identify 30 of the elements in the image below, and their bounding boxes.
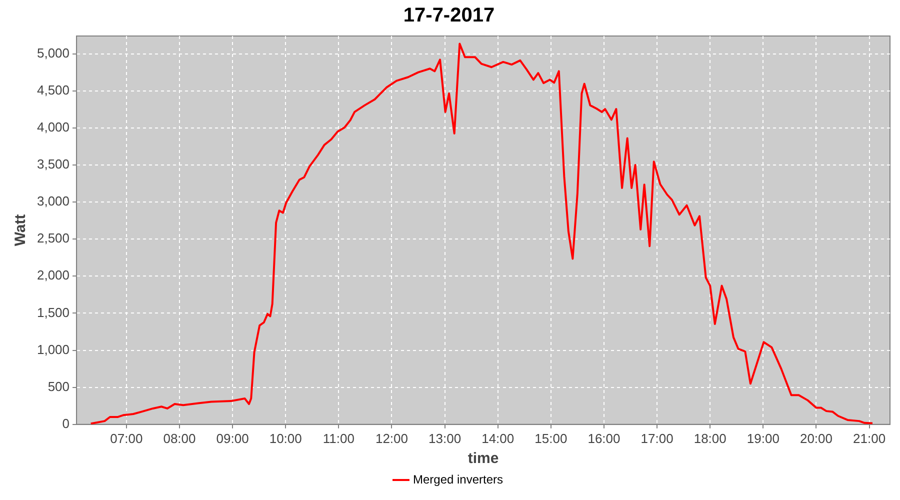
x-tick-label: 20:00	[800, 430, 833, 446]
x-tick-label: 11:00	[322, 430, 354, 446]
y-tick-label: 4,500	[36, 82, 70, 98]
y-tick-label: 2,000	[36, 268, 70, 283]
x-tick-label: 12:00	[375, 430, 408, 446]
y-tick-label: 0	[62, 416, 70, 431]
y-tick-label: 4,000	[36, 119, 70, 134]
x-axis-title: time	[468, 450, 499, 468]
y-tick-label: 500	[48, 378, 70, 394]
x-tick-label: 16:00	[588, 430, 620, 446]
y-tick-label: 5,000	[36, 45, 70, 60]
y-tick-label: 1,500	[36, 304, 70, 320]
x-tick-label: 13:00	[428, 430, 462, 446]
y-tick-label: 3,000	[36, 194, 70, 209]
x-tick-label: 09:00	[216, 430, 249, 446]
chart-title: 17-7-2017	[403, 4, 495, 27]
x-tick-label: 07:00	[110, 430, 143, 446]
x-tick-label: 21:00	[853, 430, 886, 446]
x-tick-label: 10:00	[269, 430, 302, 446]
legend-label: Merged inverters	[412, 472, 504, 486]
x-tick-label: 14:00	[482, 430, 514, 446]
y-tick-label: 2,500	[36, 230, 70, 246]
y-axis-title: Watt	[12, 214, 30, 246]
x-tick-label: 17:00	[640, 430, 674, 446]
x-tick-label: 19:00	[746, 430, 780, 446]
y-tick-label: 3,500	[36, 156, 70, 172]
y-tick-label: 1,000	[36, 342, 70, 357]
x-tick-label: 08:00	[163, 430, 196, 446]
x-tick-label: 15:00	[534, 430, 568, 446]
x-tick-label: 18:00	[694, 430, 726, 446]
